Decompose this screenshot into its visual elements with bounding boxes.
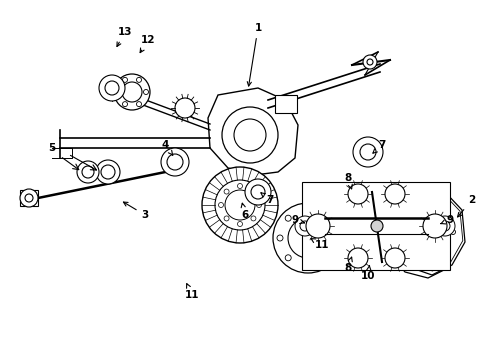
Circle shape (325, 215, 331, 221)
Text: 7: 7 (261, 193, 274, 205)
Circle shape (305, 207, 311, 213)
Circle shape (122, 82, 142, 102)
Circle shape (225, 190, 255, 220)
Circle shape (295, 216, 315, 236)
Circle shape (238, 184, 243, 189)
Circle shape (442, 212, 447, 217)
Text: 13: 13 (117, 27, 132, 46)
Circle shape (306, 214, 330, 238)
Circle shape (360, 144, 376, 160)
Polygon shape (398, 192, 465, 275)
Circle shape (202, 167, 278, 243)
Polygon shape (208, 88, 298, 175)
Circle shape (25, 194, 33, 202)
Text: 9: 9 (441, 215, 454, 225)
Circle shape (137, 102, 142, 107)
Circle shape (144, 90, 148, 95)
Circle shape (422, 255, 427, 260)
Circle shape (105, 81, 119, 95)
Circle shape (385, 184, 405, 204)
Circle shape (116, 90, 121, 95)
Circle shape (305, 263, 311, 269)
Circle shape (251, 216, 256, 221)
Circle shape (403, 247, 408, 252)
Text: 3: 3 (123, 202, 148, 220)
Circle shape (167, 154, 183, 170)
Text: 11: 11 (311, 239, 329, 250)
Text: 2: 2 (458, 195, 476, 217)
Circle shape (403, 212, 408, 217)
Circle shape (77, 161, 99, 183)
Text: 9: 9 (292, 215, 304, 225)
Circle shape (353, 137, 383, 167)
Circle shape (423, 214, 447, 238)
Text: 8: 8 (344, 173, 352, 189)
Circle shape (300, 221, 310, 231)
Circle shape (256, 202, 262, 207)
Circle shape (222, 107, 278, 163)
Circle shape (215, 180, 265, 230)
Circle shape (224, 189, 229, 194)
Circle shape (175, 98, 195, 118)
Circle shape (137, 77, 142, 82)
Circle shape (435, 216, 455, 236)
Circle shape (440, 221, 450, 231)
Circle shape (285, 215, 291, 221)
Text: 1: 1 (247, 23, 262, 86)
Circle shape (114, 74, 150, 110)
Text: 4: 4 (161, 140, 173, 155)
Circle shape (363, 55, 377, 69)
Circle shape (288, 218, 328, 258)
Circle shape (96, 160, 120, 184)
Circle shape (238, 221, 243, 226)
Text: 8: 8 (344, 257, 352, 273)
Circle shape (224, 216, 229, 221)
Polygon shape (388, 188, 462, 278)
Circle shape (82, 166, 94, 178)
Text: 5: 5 (49, 143, 56, 153)
Text: 7: 7 (373, 140, 386, 153)
Circle shape (422, 204, 427, 210)
Circle shape (333, 235, 339, 241)
Bar (302, 182, 450, 270)
Bar (275, 95, 297, 113)
Circle shape (385, 248, 405, 268)
Circle shape (245, 179, 271, 205)
Circle shape (450, 230, 456, 234)
Text: 6: 6 (241, 203, 248, 220)
Circle shape (101, 165, 115, 179)
Text: 10: 10 (361, 265, 375, 281)
Circle shape (325, 255, 331, 261)
Circle shape (161, 148, 189, 176)
Circle shape (251, 185, 265, 199)
Circle shape (273, 203, 343, 273)
Circle shape (348, 184, 368, 204)
Circle shape (285, 255, 291, 261)
Circle shape (442, 247, 447, 252)
Circle shape (219, 202, 223, 207)
Circle shape (234, 119, 266, 151)
Circle shape (371, 220, 383, 232)
Circle shape (367, 59, 373, 65)
Circle shape (394, 230, 399, 234)
Circle shape (122, 77, 127, 82)
Text: 11: 11 (185, 284, 199, 300)
Circle shape (99, 75, 125, 101)
Text: 12: 12 (140, 35, 155, 53)
Circle shape (20, 189, 38, 207)
Circle shape (348, 248, 368, 268)
Circle shape (277, 235, 283, 241)
Circle shape (122, 102, 127, 107)
Bar (20, 190, 38, 206)
Circle shape (251, 189, 256, 194)
